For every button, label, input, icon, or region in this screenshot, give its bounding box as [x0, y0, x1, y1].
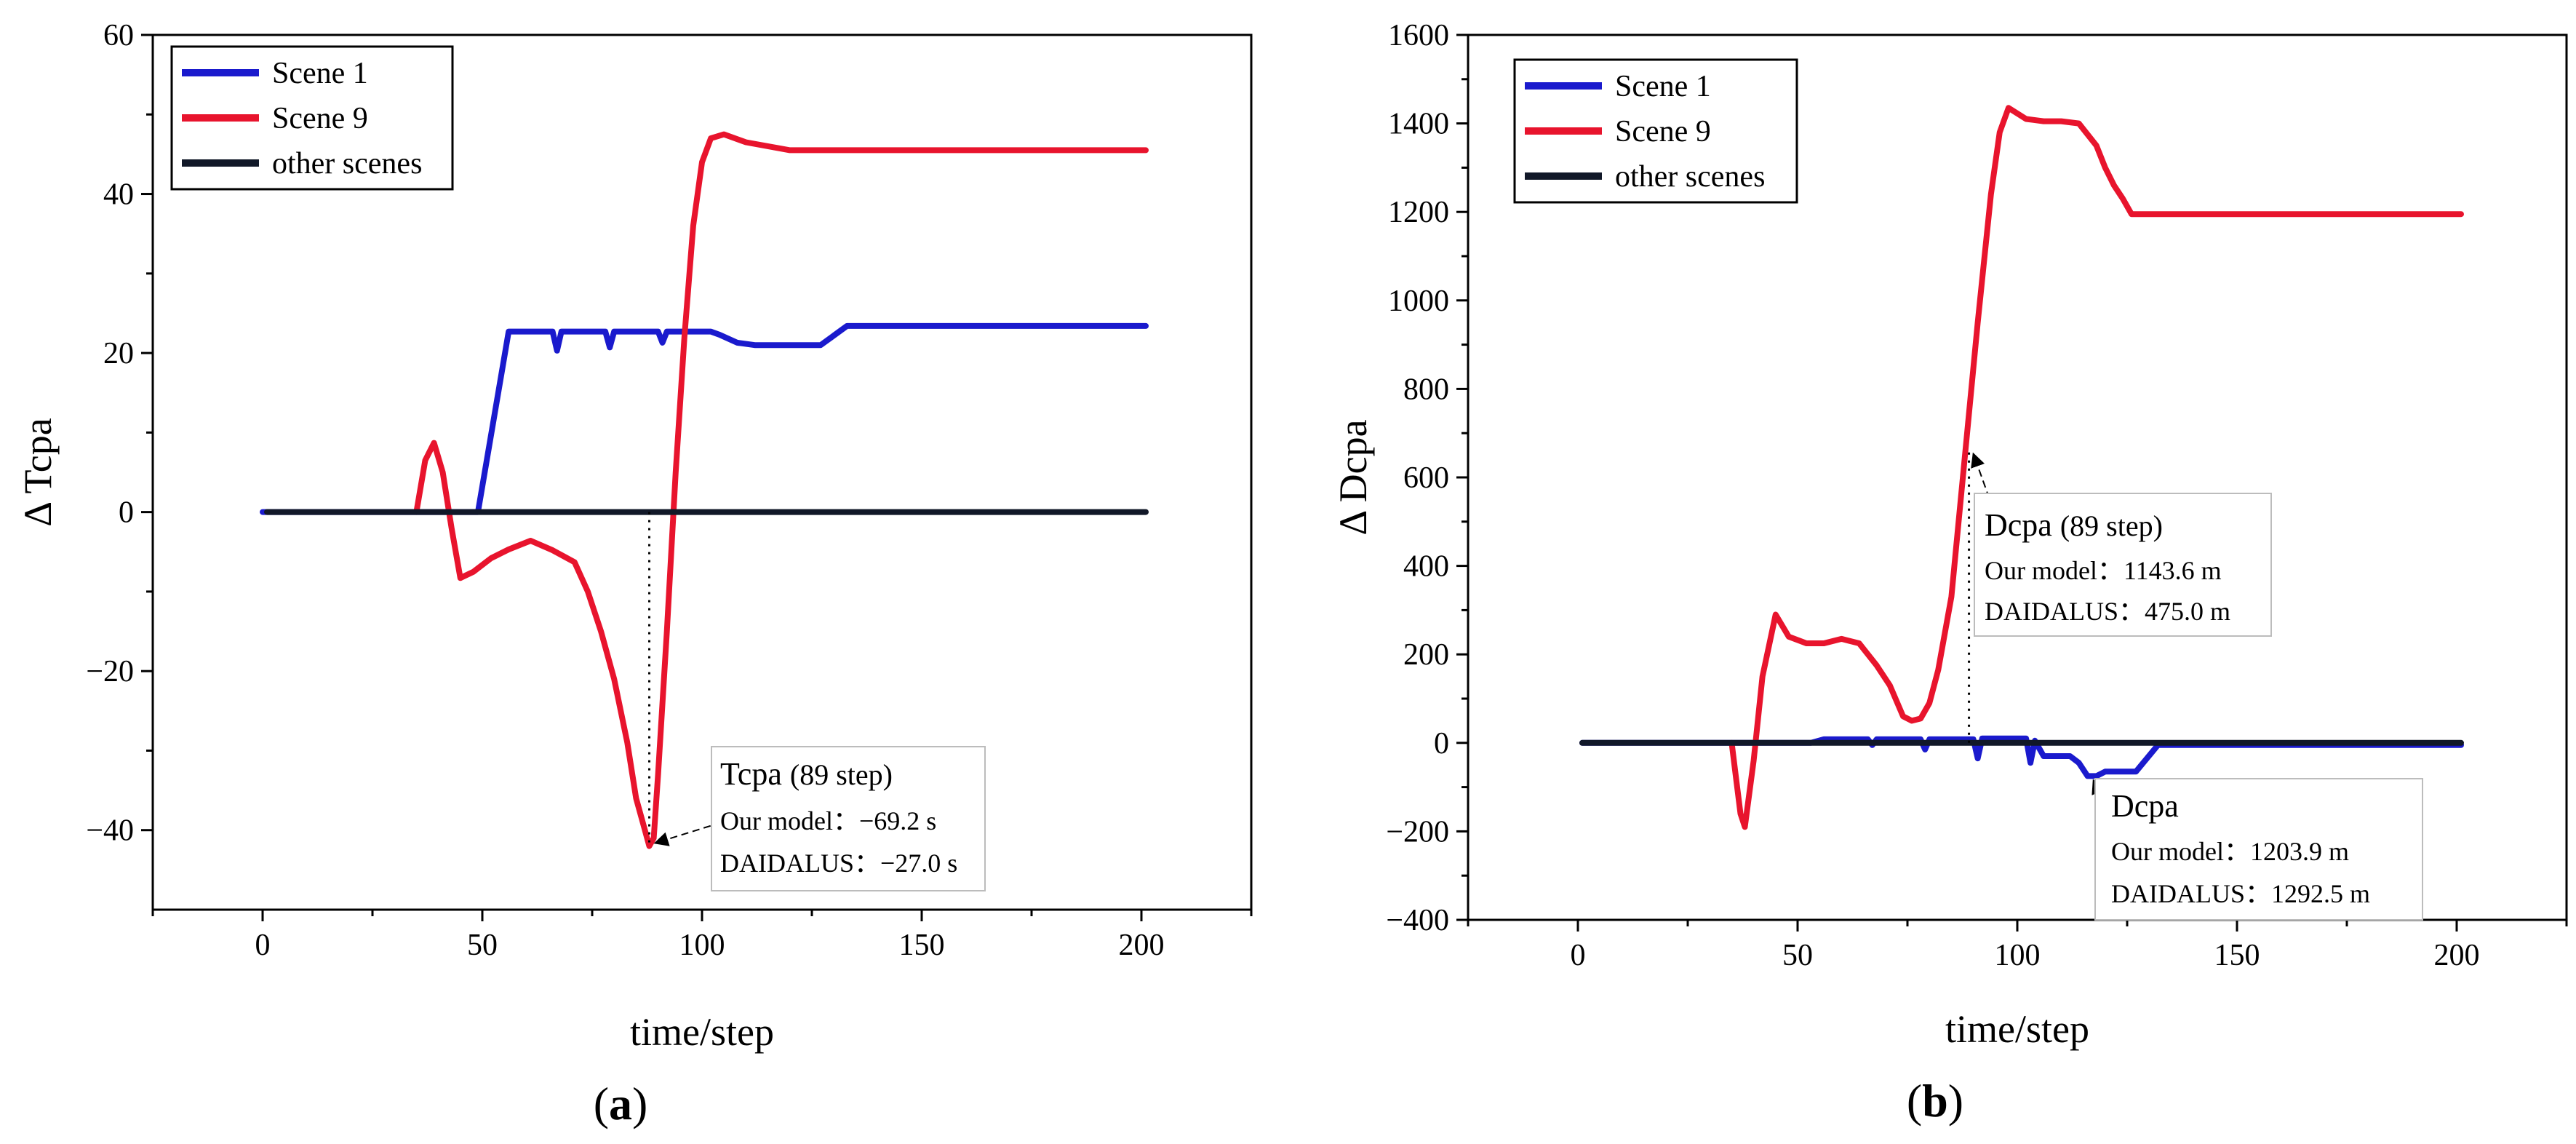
legend: Scene 1 Scene 9 other scenes [170, 45, 454, 191]
x-axis-title: time/step [630, 1010, 774, 1054]
y-axis-title: Δ Tcpa [16, 418, 60, 526]
annotation-line-daidalus: DAIDALUS：−27.0 s [720, 849, 957, 878]
y-tick-label: 1600 [1388, 19, 1449, 52]
annotation-group: Dcpa (89 step) Our model：1143.6 m DAIDAL… [1968, 450, 2423, 921]
y-tick-label: 20 [103, 337, 134, 370]
x-tick-label: 200 [1119, 929, 1165, 962]
x-tick-label: 100 [679, 929, 725, 962]
y-tick-label: 1200 [1388, 196, 1449, 229]
y-tick-label: 0 [1434, 727, 1449, 760]
legend-label-other-scenes: other scenes [1615, 160, 1765, 194]
annotation-line-our-model: Our model：−69.2 s [720, 806, 936, 835]
y-tick-label: −20 [86, 655, 134, 688]
x-tick-label: 100 [1995, 939, 2041, 972]
y-tick-label: 0 [119, 496, 134, 530]
panel-a-chart: 0 50 100 150 200 −40 −20 0 20 40 60 Tcpa (89 step)… [16, 19, 1253, 1129]
annotation-2-title: Dcpa [2111, 788, 2179, 824]
series-line-scene-9 [413, 131, 1149, 849]
series-line-scene-9 [1728, 105, 2464, 830]
x-tick-label: 50 [1782, 939, 1813, 972]
y-tick-label: −200 [1386, 815, 1449, 849]
annotation-box-1 [1974, 493, 2272, 637]
legend-label-other-scenes: other scenes [272, 147, 422, 180]
legend-label-scene-1: Scene 1 [1615, 70, 1711, 103]
legend-label-scene-9: Scene 9 [272, 102, 368, 135]
y-tick-label: −400 [1386, 904, 1449, 937]
y-axis-title: Δ Dcpa [1331, 419, 1375, 535]
legend-label-scene-9: Scene 9 [1615, 115, 1711, 148]
y-tick-label: 400 [1403, 550, 1449, 584]
y-tick-label: 40 [103, 178, 134, 212]
x-tick-label: 0 [255, 929, 271, 962]
x-axis-title: time/step [1945, 1007, 2089, 1051]
x-tick-label: 150 [899, 929, 945, 962]
leader-arrow [1971, 452, 1994, 510]
y-tick-label: 200 [1403, 638, 1449, 672]
axis-ticks: 0 50 100 150 200 −400 −200 0 200 400 600 800 1000 120… [1386, 19, 2568, 972]
panel-b-chart: 0 50 100 150 200 −400 −200 0 200 400 600 800 1000 120… [1331, 19, 2568, 1127]
annotation-1-title: Dcpa (89 step) [1985, 507, 2163, 543]
panel-label: (b) [1907, 1075, 1963, 1127]
series-line-scene-1 [260, 322, 1149, 515]
panel-label: (a) [594, 1078, 648, 1129]
x-tick-label: 50 [467, 929, 498, 962]
annotation-2-line-our-model: Our model：1203.9 m [2111, 837, 2349, 866]
annotation-box-2 [2094, 778, 2423, 921]
annotation-box [711, 746, 986, 891]
x-tick-label: 200 [2434, 939, 2480, 972]
y-tick-label: 1000 [1388, 285, 1449, 318]
annotation-2-line-daidalus: DAIDALUS：1292.5 m [2111, 879, 2370, 908]
axis-ticks: 0 50 100 150 200 −40 −20 0 20 40 60 [86, 19, 1253, 962]
legend-label-scene-1: Scene 1 [272, 57, 368, 90]
y-tick-label: 1400 [1388, 108, 1449, 141]
x-tick-label: 150 [2214, 939, 2260, 972]
series-group [1579, 105, 2464, 830]
y-tick-label: 60 [103, 19, 134, 52]
x-tick-label: 0 [1571, 939, 1586, 972]
legend: Scene 1 Scene 9 other scenes [1513, 58, 1798, 204]
annotation-1-line-our-model: Our model：1143.6 m [1985, 556, 2222, 585]
annotation-group: Tcpa (89 step) Our model：−69.2 s DAIDALU… [648, 512, 986, 891]
y-tick-label: 600 [1403, 461, 1449, 495]
annotation-title: Tcpa (89 step) [720, 756, 893, 792]
y-tick-label: 800 [1403, 373, 1449, 406]
series-group [260, 131, 1149, 849]
annotation-1-line-daidalus: DAIDALUS：475.0 m [1985, 597, 2230, 626]
y-tick-label: −40 [86, 814, 134, 848]
